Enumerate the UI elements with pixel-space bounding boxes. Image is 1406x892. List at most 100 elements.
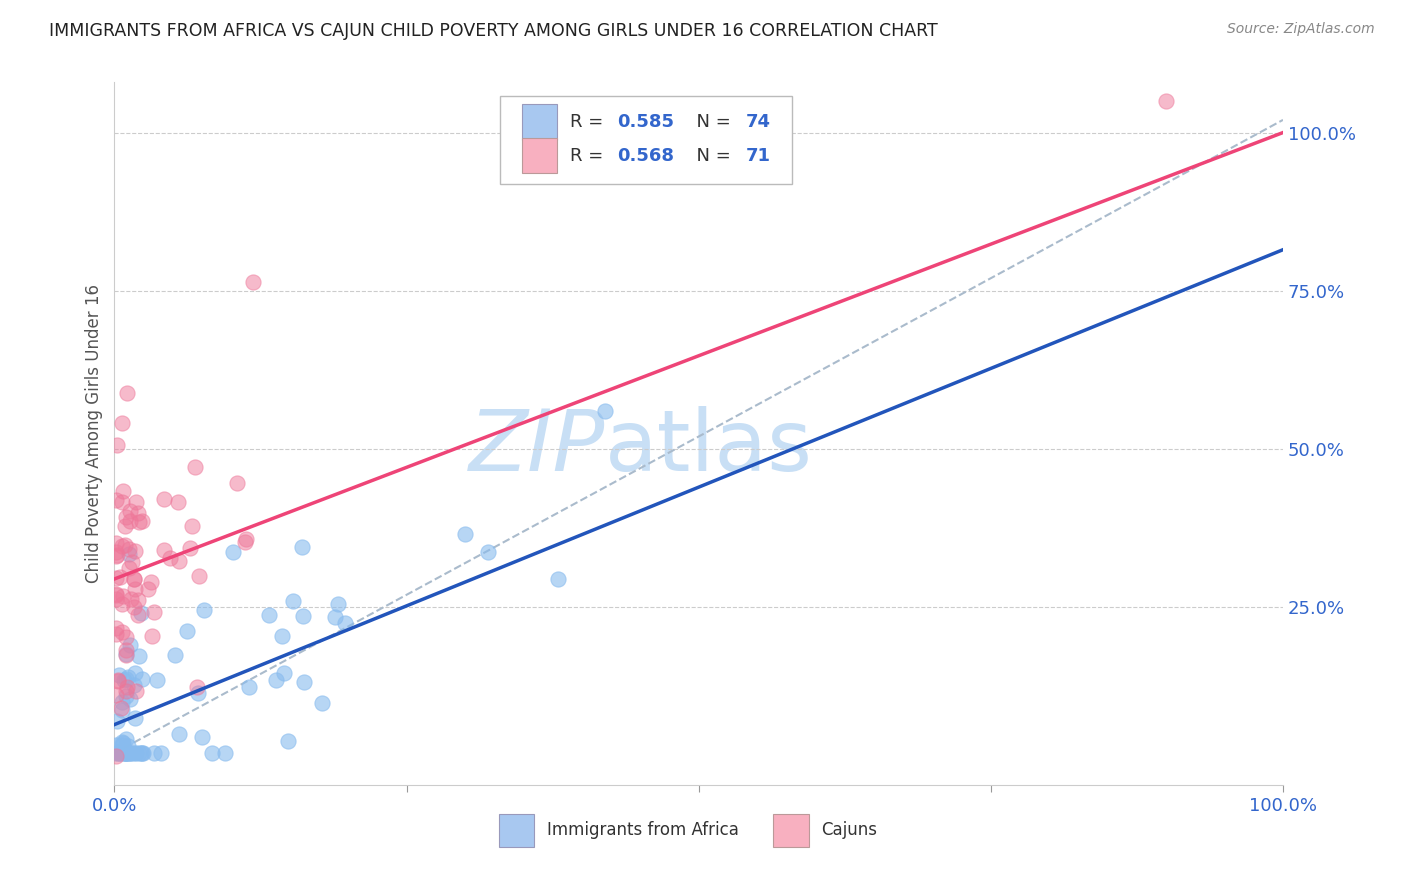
Point [141,574,163,589]
Point [111,625,134,640]
FancyBboxPatch shape [499,814,534,847]
Point [188,568,211,582]
Point [292,609,315,624]
Point [124,666,146,681]
Point [477,545,499,559]
Point [165,648,187,662]
Point [118,746,141,760]
Point [105,714,128,729]
FancyBboxPatch shape [522,138,557,173]
Point [120,691,142,706]
Point [105,548,128,562]
Point [124,678,146,692]
Point [110,701,132,715]
Point [270,629,292,643]
Text: atlas: atlas [605,406,813,489]
Point [112,746,135,760]
Point [115,731,138,746]
Point [114,746,136,760]
Point [294,675,316,690]
Point [242,275,264,289]
Point [454,527,477,541]
Point [114,746,136,760]
Point [118,504,141,518]
Point [104,549,127,563]
Point [114,684,136,698]
Point [115,672,138,686]
Point [104,545,127,559]
Point [104,492,127,507]
Point [115,648,138,662]
Point [277,734,299,748]
Point [111,416,134,430]
Point [131,746,153,760]
Point [131,673,153,687]
Point [235,532,257,546]
Text: Immigrants from Africa: Immigrants from Africa [547,822,738,839]
Point [114,746,136,760]
Point [108,570,131,584]
Point [120,638,142,652]
Point [328,597,350,611]
Point [105,738,128,752]
Point [115,746,138,760]
Point [176,624,198,639]
Point [108,744,131,758]
Point [117,739,139,753]
Point [124,543,146,558]
Point [107,674,129,689]
Point [105,688,128,702]
Point [547,572,569,586]
Point [115,386,138,401]
Point [107,746,129,760]
FancyBboxPatch shape [773,814,808,847]
FancyBboxPatch shape [522,104,557,139]
Point [167,495,190,509]
Text: IMMIGRANTS FROM AFRICA VS CAJUN CHILD POVERTY AMONG GIRLS UNDER 16 CORRELATION C: IMMIGRANTS FROM AFRICA VS CAJUN CHILD PO… [49,22,938,40]
Y-axis label: Child Poverty Among Girls Under 16: Child Poverty Among Girls Under 16 [86,284,103,582]
Text: Source: ZipAtlas.com: Source: ZipAtlas.com [1227,22,1375,37]
Point [593,404,616,418]
Text: N =: N = [685,146,737,165]
Point [226,476,249,491]
Point [169,554,191,568]
Text: ZIP: ZIP [470,406,605,489]
Point [235,535,257,549]
Point [118,514,141,528]
Point [311,697,333,711]
Point [122,600,145,615]
Point [111,703,134,717]
Point [127,593,149,607]
Point [150,746,173,760]
Point [143,746,166,760]
Point [167,727,190,741]
Point [114,538,136,552]
Point [104,591,127,606]
Point [104,621,127,635]
Point [281,593,304,607]
Point [124,711,146,725]
Point [120,746,142,760]
Point [115,509,138,524]
Point [115,642,138,657]
Point [129,746,152,760]
Point [222,545,245,559]
Point [104,626,127,640]
Point [111,539,134,553]
Point [111,735,134,749]
Point [238,681,260,695]
Point [115,681,138,695]
Text: R =: R = [571,146,609,165]
Point [117,561,139,575]
Point [118,746,141,760]
Text: R =: R = [571,113,609,131]
Point [104,748,127,763]
Point [105,438,128,452]
Point [122,746,145,760]
Point [104,746,127,760]
Text: 71: 71 [745,146,770,165]
Point [127,506,149,520]
Point [122,572,145,586]
Point [153,543,176,558]
Point [181,519,204,533]
